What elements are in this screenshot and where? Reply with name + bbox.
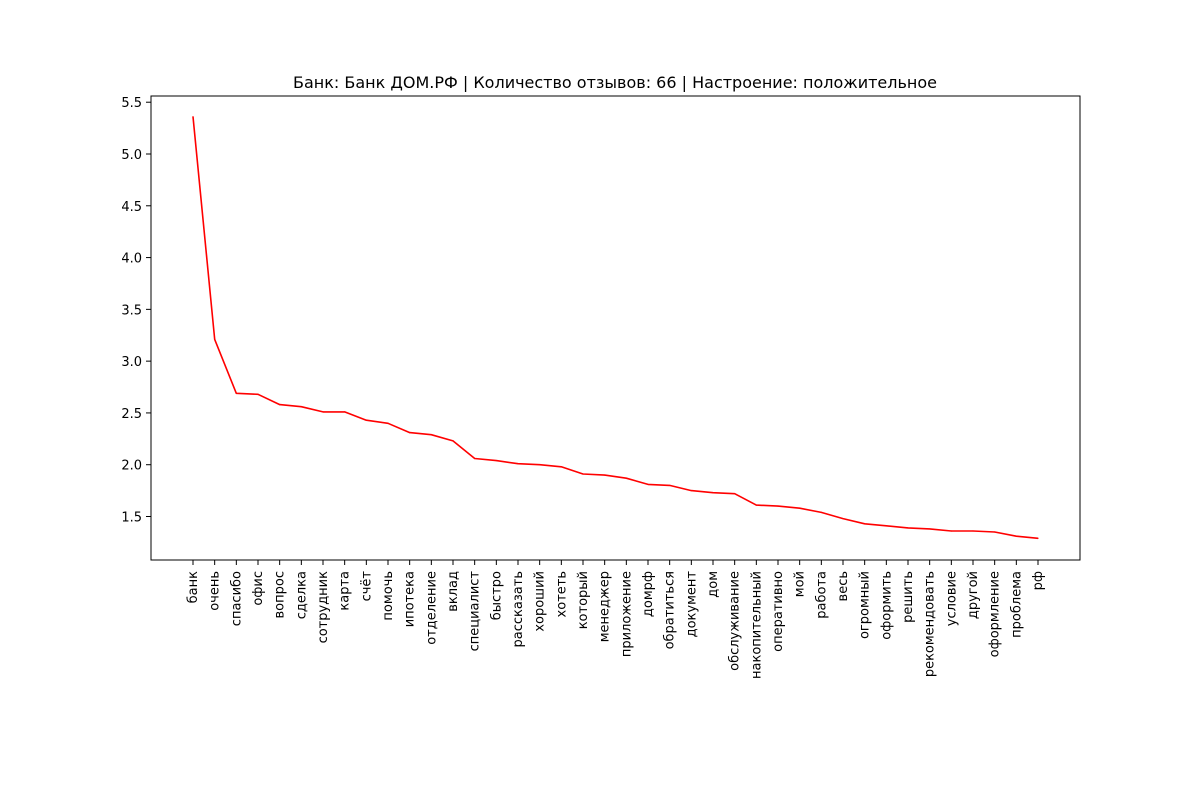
- x-tick-label: другой: [966, 571, 981, 619]
- y-tick-label: 4.5: [121, 200, 142, 215]
- y-tick-label: 2.0: [121, 459, 142, 474]
- x-tick-label: рф: [1031, 571, 1046, 590]
- data-point: [799, 507, 801, 509]
- x-tick-label: документ: [684, 571, 699, 638]
- x-tick-label: работа: [814, 571, 829, 619]
- data-point: [1015, 535, 1017, 537]
- data-point: [452, 440, 454, 442]
- y-tick-label: 2.5: [121, 407, 142, 422]
- data-point: [864, 523, 866, 525]
- data-point: [322, 411, 324, 413]
- y-tick-label: 1.5: [121, 511, 142, 526]
- x-tick-label: оформление: [988, 571, 1003, 657]
- data-point: [474, 457, 476, 460]
- x-tick-label: специалист: [468, 571, 483, 652]
- data-point: [365, 419, 367, 421]
- data-point: [994, 531, 996, 533]
- data-point: [214, 338, 216, 340]
- data-point: [582, 473, 584, 475]
- data-point: [647, 483, 649, 485]
- y-tick-label: 3.0: [121, 355, 142, 370]
- series-layer: [192, 116, 1039, 540]
- x-tick-label: оформить: [879, 571, 894, 640]
- data-point: [539, 464, 541, 466]
- data-point: [257, 393, 259, 395]
- data-point: [820, 511, 822, 513]
- x-tick-label: накопительный: [749, 571, 764, 679]
- x-tick-label: оперативно: [771, 571, 786, 652]
- data-point: [517, 463, 519, 465]
- x-tick-label: счёт: [359, 571, 374, 602]
- x-tick-label: банк: [186, 571, 201, 603]
- x-tick-label: проблема: [1009, 571, 1024, 638]
- data-point: [560, 466, 562, 468]
- data-point: [604, 474, 606, 476]
- x-tick-label: очень: [208, 571, 223, 611]
- y-tick-label: 5.5: [121, 96, 142, 111]
- data-point: [669, 484, 671, 487]
- x-tick-label: обратиться: [663, 571, 678, 649]
- x-tick-label: приложение: [619, 571, 634, 657]
- data-point: [409, 432, 411, 434]
- x-tick-label: хотеть: [554, 571, 569, 617]
- x-tick-label: карта: [338, 571, 353, 611]
- x-tick-label: решить: [901, 571, 916, 623]
- data-point: [712, 492, 714, 494]
- y-tick-label: 5.0: [121, 148, 142, 163]
- data-point: [777, 505, 779, 507]
- x-tick-label: офис: [251, 571, 266, 606]
- x-tick-label: домрф: [641, 571, 656, 617]
- x-tick-label: который: [576, 571, 591, 629]
- data-point: [755, 504, 757, 506]
- x-tick-label: спасибо: [229, 571, 244, 626]
- data-point: [885, 525, 887, 527]
- x-tick-label: мой: [793, 571, 808, 597]
- data-point: [950, 530, 952, 532]
- y-tick-label: 4.0: [121, 252, 142, 267]
- data-point: [972, 530, 974, 532]
- chart-title: Банк: Банк ДОМ.РФ | Количество отзывов: …: [293, 73, 937, 92]
- x-tick-label: весь: [836, 571, 851, 601]
- data-point: [625, 477, 627, 479]
- data-point: [387, 422, 389, 424]
- data-point: [1037, 537, 1039, 539]
- x-tick-label: огромный: [858, 571, 873, 639]
- x-tick-label: менеджер: [598, 571, 613, 642]
- data-point: [430, 434, 432, 436]
- data-point: [495, 459, 497, 462]
- data-point: [192, 116, 194, 118]
- x-tick-label: сделка: [294, 571, 309, 619]
- x-tick-label: дом: [706, 571, 721, 598]
- y-tick-label: 3.5: [121, 303, 142, 318]
- x-tick-label: сотрудник: [316, 571, 331, 644]
- data-point: [279, 404, 281, 406]
- x-tick-label: ипотека: [403, 571, 418, 627]
- x-tick-label: вопрос: [273, 571, 288, 618]
- data-point: [690, 490, 692, 492]
- data-point: [734, 493, 736, 495]
- plot-area-frame: [150, 95, 1081, 561]
- x-tick-label: рекомендовать: [923, 571, 938, 677]
- data-point: [842, 517, 844, 520]
- x-axis: банк очень спасибо офис вопрос сделка сотрудни…: [186, 560, 1046, 679]
- y-axis: 1.5 2.0 2.5 3.0 3.5 4.0 4.5 5.0 5.5: [121, 96, 151, 526]
- x-tick-label: быстро: [489, 571, 504, 620]
- x-tick-label: рассказать: [511, 571, 526, 647]
- data-point: [235, 392, 237, 394]
- x-tick-label: хороший: [533, 571, 548, 632]
- series-line: [192, 116, 1039, 540]
- x-tick-label: отделение: [424, 571, 439, 645]
- data-point: [929, 528, 931, 530]
- data-point: [300, 406, 302, 408]
- x-tick-label: вклад: [446, 571, 461, 612]
- data-point: [907, 527, 909, 529]
- x-tick-label: помочь: [381, 571, 396, 621]
- x-tick-label: обслуживание: [728, 571, 743, 671]
- data-point: [344, 411, 346, 413]
- x-tick-label: условие: [944, 571, 959, 626]
